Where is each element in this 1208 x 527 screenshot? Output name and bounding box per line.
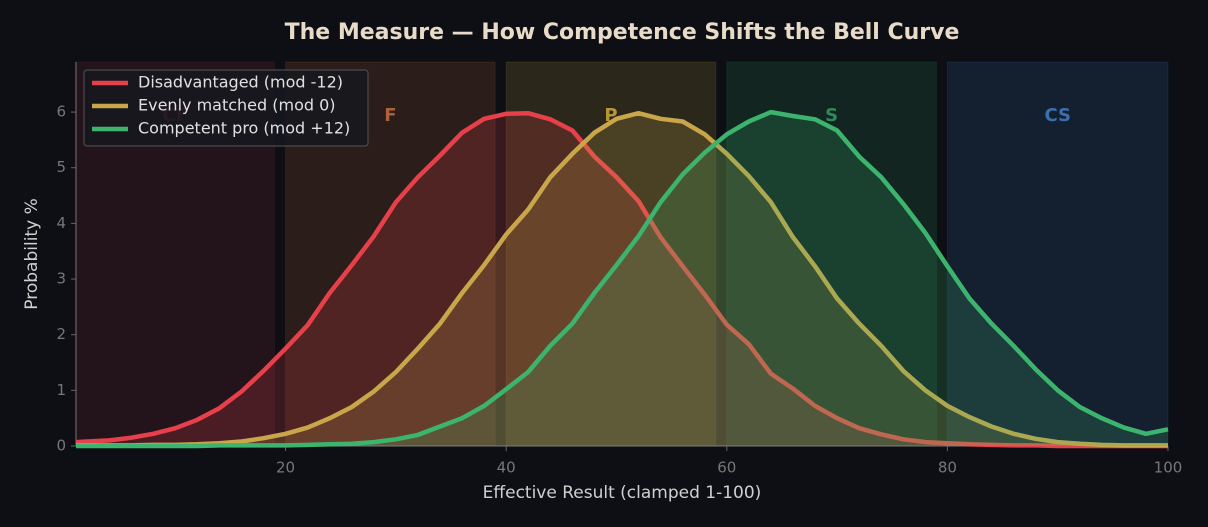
legend-label: Evenly matched (mod 0) [138,96,336,115]
x-axis-label: Effective Result (clamped 1-100) [483,483,762,503]
y-tick-label: 4 [56,214,66,232]
series-line [76,110,1168,448]
x-tick-label: 100 [1154,459,1183,477]
y-tick-label: 1 [56,381,66,399]
series-line [76,109,1169,449]
x-tick-label: 40 [497,459,516,477]
x-tick-label: 80 [938,459,957,477]
zone-label: S [825,105,838,126]
series-area [76,113,1168,446]
zone-label: F [384,105,396,126]
y-tick-label: 6 [56,103,66,121]
zone-label: CS [1044,105,1071,126]
legend-label: Competent pro (mod +12) [138,119,350,138]
legend-label: Disadvantaged (mod -12) [138,73,343,92]
y-axis-label: Probability % [22,198,42,309]
series-line [75,110,1168,449]
x-tick-label: 20 [276,459,295,477]
zone-band [505,61,717,447]
y-tick-label: 2 [56,325,66,343]
x-tick-label: 60 [717,459,736,477]
y-tick-label: 5 [56,158,66,176]
zone-band [946,61,1169,447]
y-tick-label: 0 [56,437,66,455]
y-tick-label: 3 [56,270,66,288]
legend-box [83,69,369,147]
chart-title: The Measure — How Competence Shifts the … [285,20,960,45]
